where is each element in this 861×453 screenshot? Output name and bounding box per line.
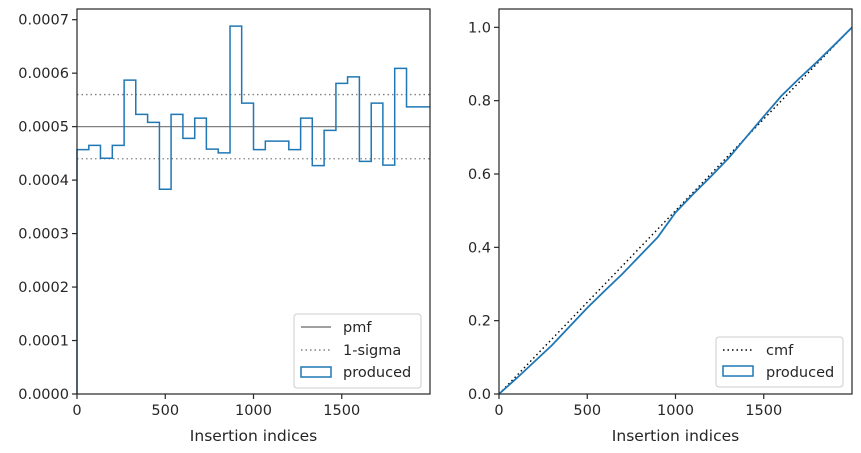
- pmf-x-tick-label: 500: [151, 403, 179, 419]
- pmf-panel: 0 500 1000 1500 0.00000.00010.00020.00030.0…: [18, 8, 431, 445]
- legend-label-produced-cdf: produced: [766, 365, 834, 381]
- cmf-plot-background: [499, 9, 852, 394]
- pmf-legend: pmf 1-sigma produced: [293, 313, 422, 389]
- pmf-y-tick-label: 0.0004: [18, 173, 69, 189]
- pmf-y-tick-label: 0.0007: [18, 13, 69, 29]
- legend-label-produced: produced: [343, 365, 411, 381]
- pmf-x-axis-label: Insertion indices: [190, 427, 317, 445]
- pmf-legend-box: [293, 313, 422, 389]
- pmf-y-tick-label: 0.0002: [18, 280, 69, 296]
- cmf-y-tick-label: 0.6: [468, 167, 491, 183]
- produced-histogram-step: [76, 25, 430, 394]
- cmf-x-tick-label: 500: [573, 403, 601, 419]
- cmf-x-tick-label: 0: [494, 403, 503, 419]
- cmf-y-tick-label: 0.8: [468, 94, 491, 110]
- pmf-series-group: [76, 25, 430, 394]
- legend-label-cmf: cmf: [766, 343, 794, 359]
- pmf-x-tick-label: 0: [72, 403, 81, 419]
- cmf-panel: 0 500 1000 1500 0.0 0.2 0.4 0.6 0.8 1.0 Insertio…: [468, 8, 853, 445]
- cmf-y-tick-label: 1.0: [468, 20, 491, 36]
- pmf-y-tick-label: 0.0001: [18, 334, 69, 350]
- cmf-y-tick-label: 0.4: [468, 240, 491, 256]
- cmf-x-tick-label: 1500: [745, 403, 782, 419]
- cmf-legend: cmf produced: [715, 336, 844, 388]
- pmf-y-tick-label: 0.0000: [18, 387, 69, 403]
- pmf-x-tick-label: 1500: [323, 403, 360, 419]
- pmf-y-ticks: 0.0000 0.0001 0.0002 0.0003 0.0004 0.0005 0.00…: [18, 13, 77, 403]
- pmf-x-ticks: 0 500 1000 1500: [72, 394, 360, 419]
- cmf-y-ticks: 0.0 0.2 0.4 0.6 0.8 1.0: [468, 20, 499, 403]
- cmf-y-tick-label: 0.0: [468, 387, 491, 403]
- legend-label-1-sigma: 1-sigma: [343, 343, 401, 359]
- cmf-y-tick-label: 0.2: [468, 314, 491, 330]
- pmf-y-tick-label: 0.0006: [18, 66, 69, 82]
- pmf-y-tick-label: 0.0005: [18, 120, 69, 136]
- pmf-x-tick-label: 1000: [235, 403, 272, 419]
- cmf-x-axis-label: Insertion indices: [612, 427, 739, 445]
- cmf-x-tick-label: 1000: [657, 403, 694, 419]
- cmf-series-group: [498, 26, 853, 395]
- legend-label-pmf: pmf: [343, 320, 372, 336]
- cmf-x-ticks: 0 500 1000 1500: [494, 394, 782, 419]
- legend-swatch-produced-cdf: [722, 365, 754, 377]
- cmf-line: [498, 26, 853, 395]
- pmf-y-tick-label: 0.0003: [18, 227, 69, 243]
- produced-cumulative-line: [498, 26, 853, 395]
- cmf-legend-box: [715, 336, 844, 388]
- legend-swatch-produced: [300, 366, 332, 378]
